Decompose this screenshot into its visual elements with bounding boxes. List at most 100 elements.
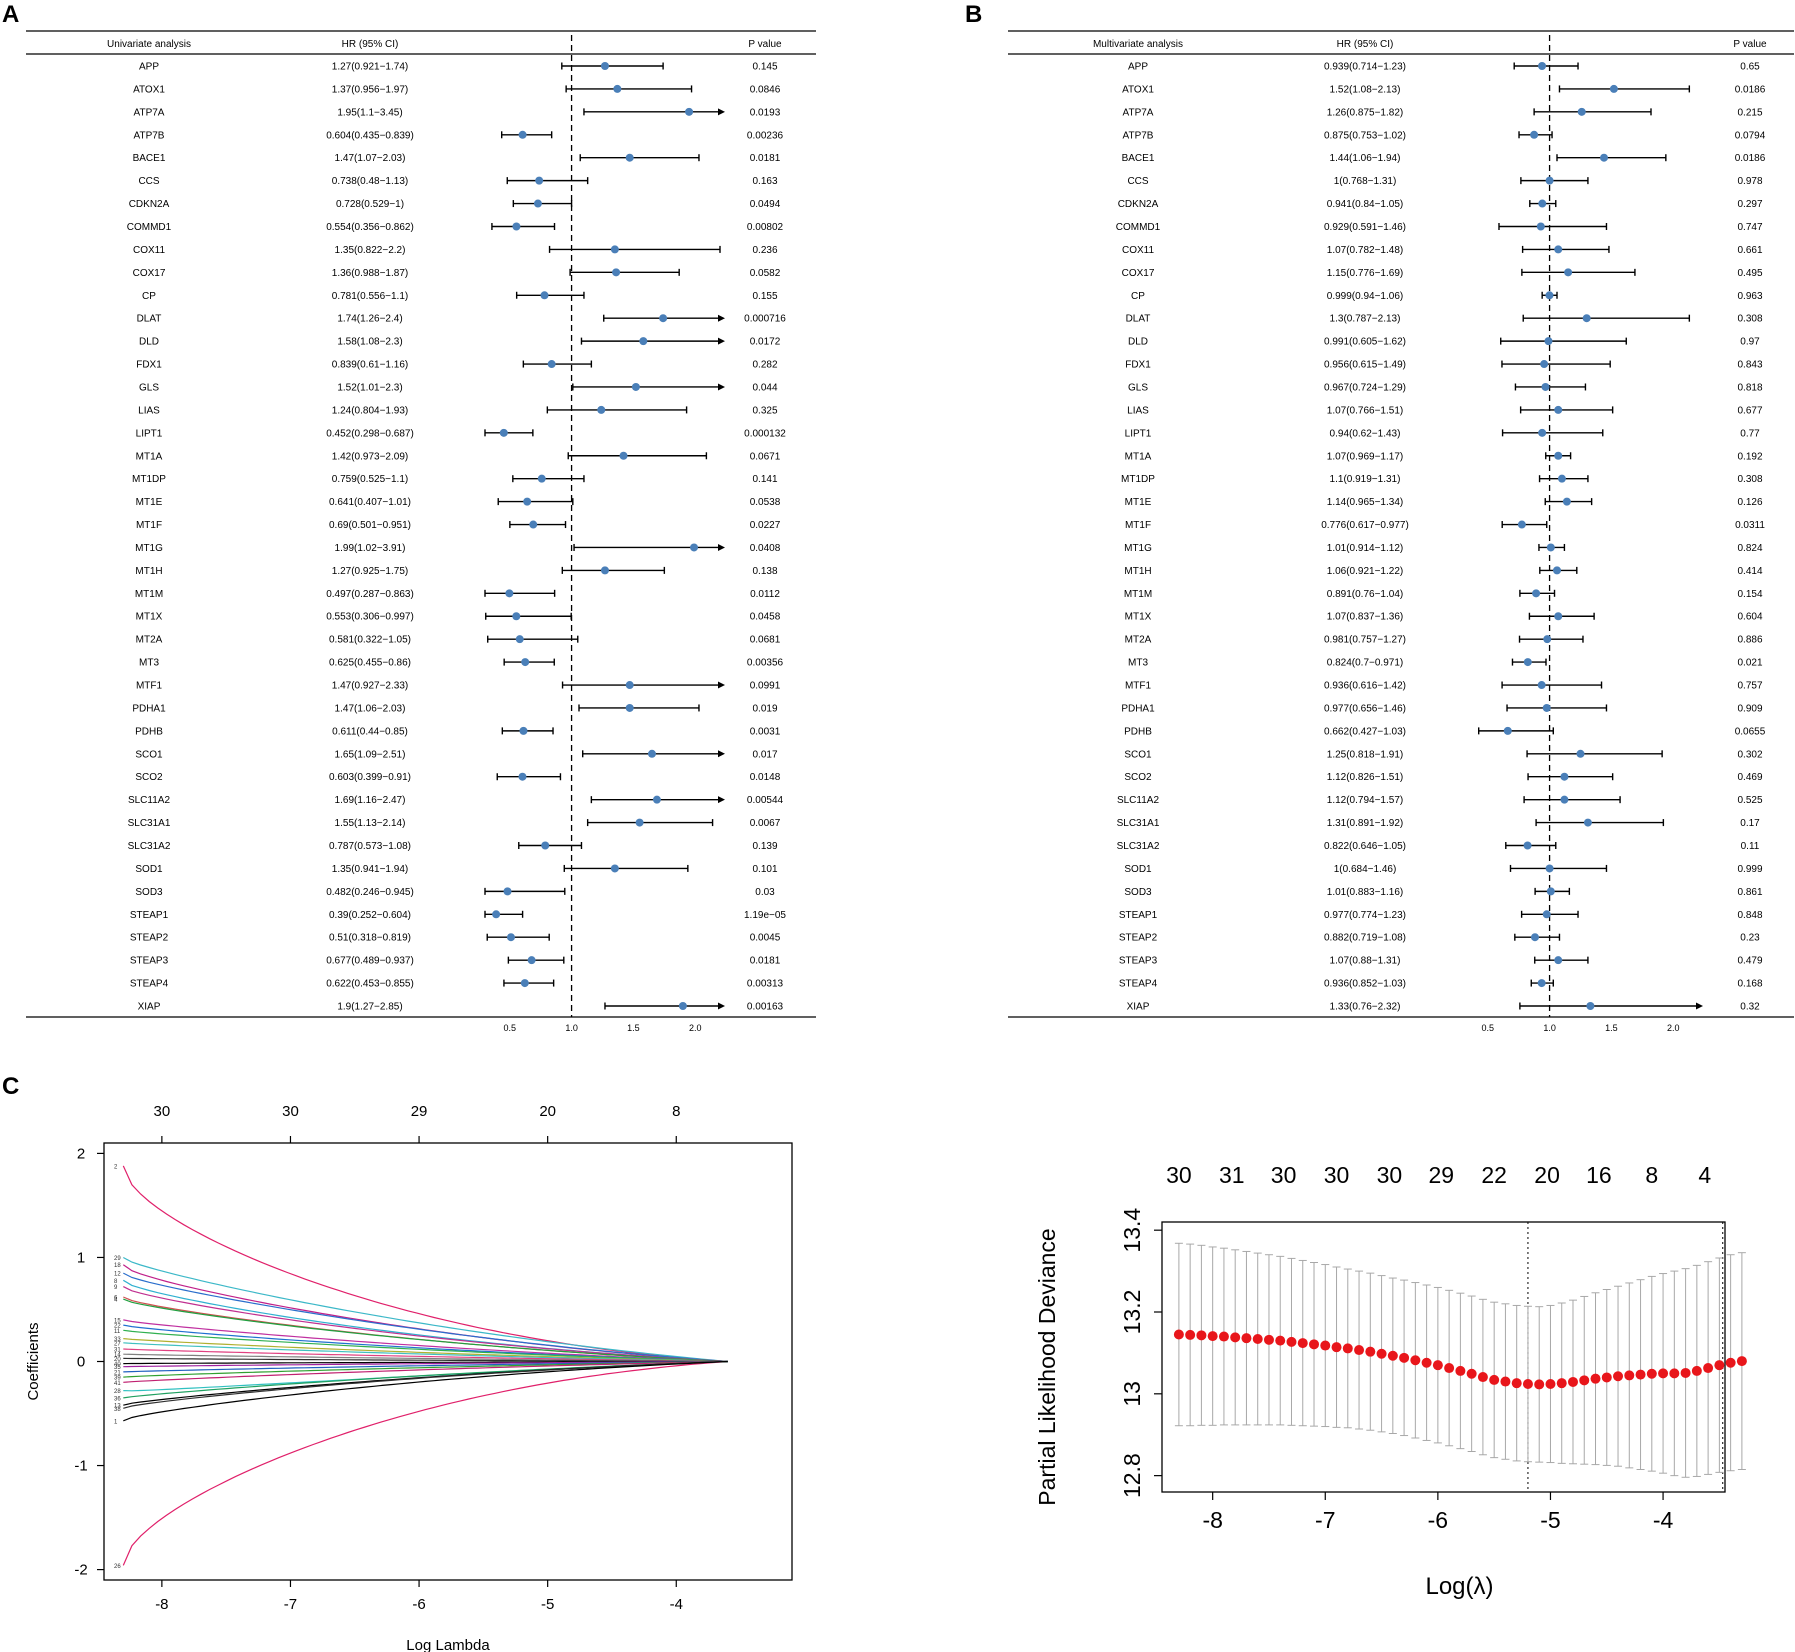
gene-label: CCS bbox=[1127, 176, 1148, 187]
deviance-point bbox=[1466, 1368, 1477, 1379]
forest-row: DLAT 1.74(1.26−2.4) 0.000716 bbox=[137, 314, 787, 325]
gene-label: CDKN2A bbox=[129, 199, 170, 210]
gene-label: DLAT bbox=[1126, 314, 1151, 325]
deviance-point bbox=[1263, 1334, 1274, 1345]
p-value: 0.145 bbox=[752, 62, 777, 73]
x-tick-label: 2.0 bbox=[1667, 1023, 1680, 1033]
hr-ci-value: 0.604(0.435−0.839) bbox=[326, 130, 414, 141]
top-axis-count: 30 bbox=[1166, 1162, 1192, 1188]
path-index-label: 41 bbox=[114, 1381, 121, 1387]
x-tick-label: -8 bbox=[155, 1596, 168, 1613]
y-tick-label: 1 bbox=[77, 1249, 85, 1266]
hr-point bbox=[600, 566, 609, 575]
p-value: 0.97 bbox=[1740, 337, 1760, 348]
hr-ci-value: 1.58(1.08−2.3) bbox=[337, 337, 402, 348]
hr-point bbox=[547, 360, 556, 369]
path-index-label: 27 bbox=[114, 1341, 121, 1347]
p-value: 0.479 bbox=[1737, 956, 1762, 967]
forest-row: DLAT 1.3(0.787−2.13) 0.308 bbox=[1126, 314, 1763, 325]
path-index-label: 38 bbox=[114, 1407, 121, 1413]
hr-point bbox=[523, 497, 532, 506]
deviance-point bbox=[1342, 1343, 1353, 1354]
p-value: 0.215 bbox=[1737, 107, 1762, 118]
forest-row: STEAP4 0.622(0.453−0.855) 0.00313 bbox=[130, 979, 784, 990]
p-value: 0.163 bbox=[752, 176, 777, 187]
coefficient-path bbox=[122, 1360, 728, 1566]
forest-row: LIAS 1.07(0.766−1.51) 0.677 bbox=[1127, 405, 1763, 416]
hr-ci-value: 1.27(0.925−1.75) bbox=[332, 566, 408, 577]
ci-arrow bbox=[718, 681, 725, 689]
hr-point bbox=[1577, 107, 1586, 116]
p-value: 0.297 bbox=[1737, 199, 1762, 210]
top-axis-count: 30 bbox=[154, 1103, 171, 1120]
deviance-point bbox=[1736, 1356, 1747, 1367]
path-index-label: 40 bbox=[114, 1362, 121, 1368]
hr-ci-value: 1.01(0.883−1.16) bbox=[1327, 887, 1403, 898]
gene-label: MT1H bbox=[135, 566, 162, 577]
forest-row: STEAP2 0.51(0.318−0.819) 0.0045 bbox=[130, 933, 781, 944]
hr-point bbox=[1541, 382, 1550, 391]
p-value: 0.0186 bbox=[1735, 153, 1766, 164]
forest-row: SOD3 0.482(0.246−0.945) 0.03 bbox=[135, 887, 775, 898]
p-value: 0.0538 bbox=[750, 497, 781, 508]
gene-label: LIAS bbox=[138, 405, 160, 416]
x-tick-label: 0.5 bbox=[1481, 1023, 1494, 1033]
p-value: 0.747 bbox=[1737, 222, 1762, 233]
hr-point bbox=[1609, 84, 1618, 93]
gene-label: ATOX1 bbox=[133, 84, 165, 95]
path-index-label: 22 bbox=[114, 1324, 121, 1330]
hr-ci-value: 0.641(0.407−1.01) bbox=[329, 497, 411, 508]
forest-row: GLS 1.52(1.01−2.3) 0.044 bbox=[139, 382, 778, 393]
hr-point bbox=[521, 658, 530, 667]
hr-ci-value: 0.824(0.7−0.971) bbox=[1327, 658, 1403, 669]
gene-label: ATP7A bbox=[134, 107, 165, 118]
gene-label: ATP7B bbox=[1123, 130, 1154, 141]
forest-row: MT1H 1.06(0.921−1.22) 0.414 bbox=[1124, 566, 1763, 577]
forest-row: MT1M 0.497(0.287−0.863) 0.0112 bbox=[135, 589, 781, 600]
gene-label: COX17 bbox=[133, 268, 166, 279]
gene-label: MT1M bbox=[1124, 589, 1152, 600]
hr-ci-value: 0.603(0.399−0.91) bbox=[329, 772, 411, 783]
deviance-point bbox=[1387, 1350, 1398, 1361]
p-value: 0.77 bbox=[1740, 428, 1760, 439]
hr-ci-value: 0.991(0.605−1.62) bbox=[1324, 337, 1406, 348]
hr-point bbox=[1537, 979, 1546, 988]
forest-row: MT1E 0.641(0.407−1.01) 0.0538 bbox=[136, 497, 781, 508]
p-value: 0.11 bbox=[1741, 841, 1760, 852]
hr-point bbox=[597, 405, 606, 414]
x-tick-label: 1.5 bbox=[627, 1023, 640, 1033]
deviance-point bbox=[1410, 1355, 1421, 1366]
p-value: 0.021 bbox=[1737, 658, 1762, 669]
deviance-point bbox=[1309, 1339, 1320, 1350]
hr-point bbox=[1540, 360, 1549, 369]
hr-point bbox=[1503, 726, 1512, 735]
hr-point bbox=[512, 222, 521, 231]
p-value: 0.23 bbox=[1740, 933, 1760, 944]
p-value: 0.32 bbox=[1740, 1002, 1760, 1013]
hr-ci-value: 1.52(1.01−2.3) bbox=[337, 382, 402, 393]
panel-label-a: A bbox=[2, 1, 19, 28]
ci-arrow bbox=[718, 543, 725, 551]
hr-point bbox=[1562, 497, 1571, 506]
deviance-point bbox=[1354, 1345, 1365, 1356]
forest-row: MT1E 1.14(0.965−1.34) 0.126 bbox=[1125, 497, 1763, 508]
path-index-label: 9 bbox=[114, 1285, 118, 1291]
deviance-point bbox=[1522, 1379, 1533, 1389]
hr-ci-value: 1.07(0.969−1.17) bbox=[1327, 451, 1403, 462]
forest-row: CDKN2A 0.941(0.84−1.05) 0.297 bbox=[1118, 199, 1763, 210]
hr-ci-value: 0.94(0.62−1.43) bbox=[1330, 428, 1401, 439]
hr-point bbox=[1538, 428, 1547, 437]
top-axis-count: 16 bbox=[1586, 1162, 1612, 1188]
p-value: 0.0582 bbox=[750, 268, 781, 279]
coefficient-path bbox=[123, 1360, 728, 1383]
hr-point bbox=[1554, 245, 1563, 254]
path-index-label: 39 bbox=[114, 1376, 121, 1382]
hr-point bbox=[639, 337, 648, 346]
hr-point bbox=[527, 956, 536, 965]
p-value: 0.677 bbox=[1737, 405, 1762, 416]
p-value: 0.495 bbox=[1737, 268, 1762, 279]
deviance-point bbox=[1173, 1329, 1184, 1340]
gene-label: STEAP3 bbox=[130, 956, 169, 967]
hr-point bbox=[537, 474, 546, 483]
forest-row: APP 0.939(0.714−1.23) 0.65 bbox=[1128, 62, 1760, 73]
